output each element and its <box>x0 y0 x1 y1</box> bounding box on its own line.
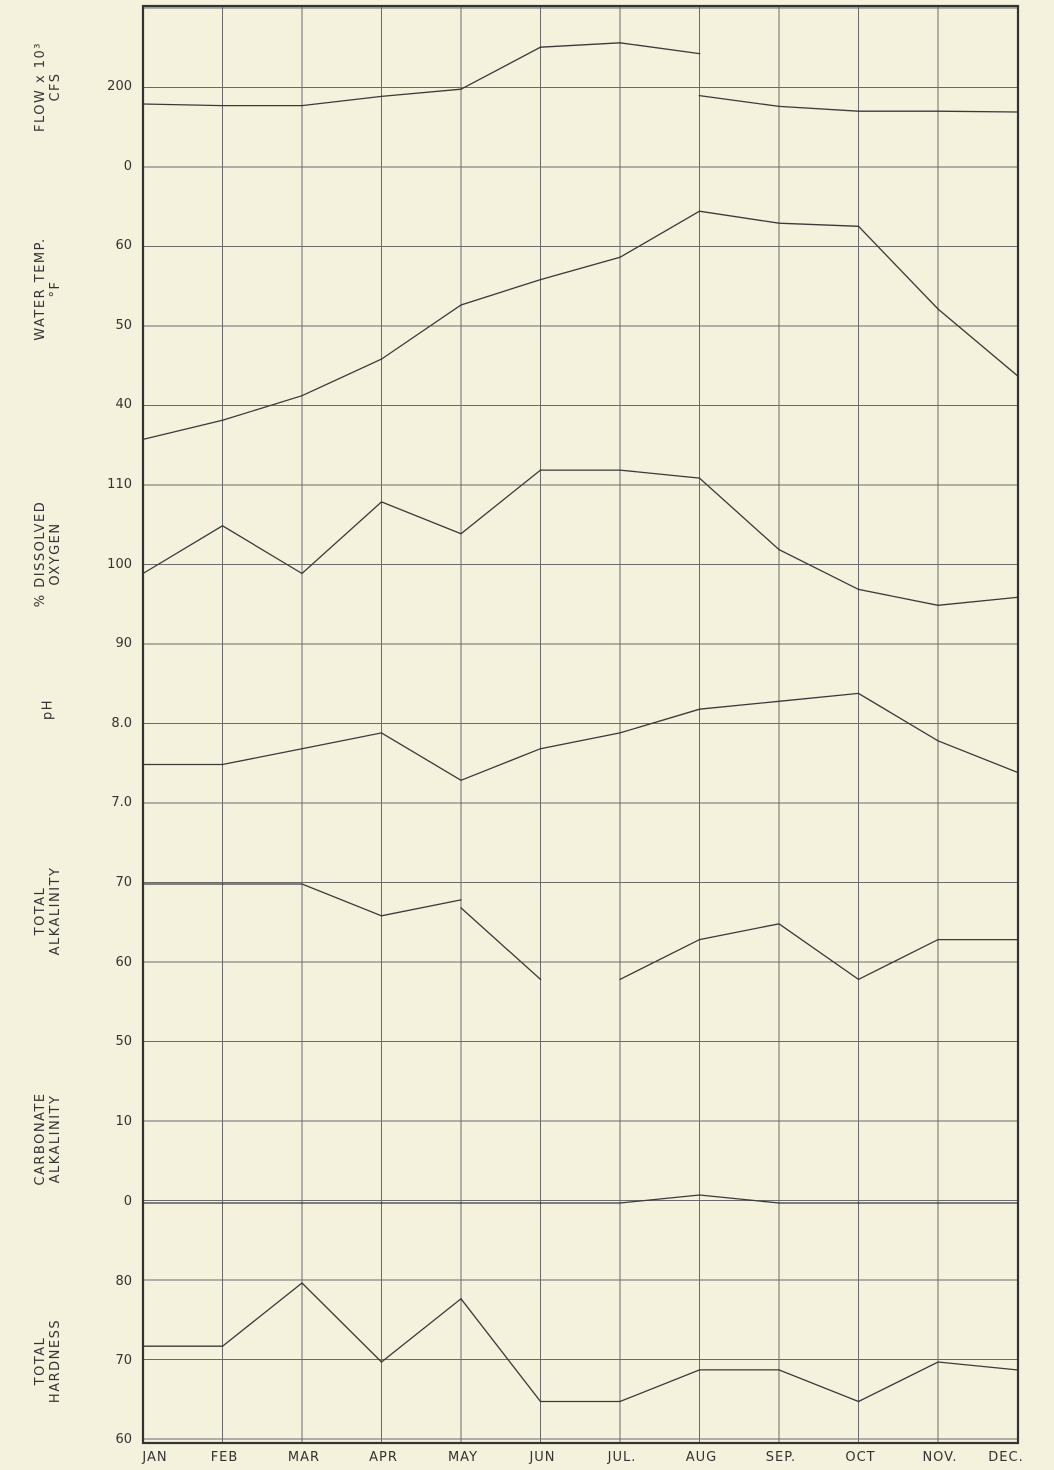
series-line-flow <box>699 94 1018 113</box>
series-line-calk <box>143 1194 1018 1204</box>
x-tick-label: SEP. <box>765 1450 797 1465</box>
x-tick-label: AUG <box>685 1450 718 1465</box>
tick-label-temp: 50 <box>115 317 132 333</box>
tick-label-temp: 60 <box>115 238 132 253</box>
axis-label-line: HARDNESS <box>48 1318 63 1404</box>
axis-label-line: TOTAL <box>33 886 48 936</box>
series-line-ph <box>143 692 1018 782</box>
plot-frame <box>141 4 1020 1445</box>
axis-label-temp: WATER TEMP. °F <box>33 204 63 374</box>
axis-label-line: WATER TEMP. <box>33 237 48 341</box>
axis-label-line: ALKALINITY <box>48 1094 63 1184</box>
tick-label-talk: 50 <box>115 1034 132 1049</box>
plot-border <box>141 4 1020 1445</box>
series-line-temp <box>142 210 1018 441</box>
axis-label-line: TOTAL <box>33 1336 48 1386</box>
tick-label-calk: 0 <box>123 1194 132 1209</box>
axis-label-line: OXYGEN <box>48 522 63 586</box>
x-tick-label: MAR <box>287 1450 321 1465</box>
axis-label-calk: CARBONATE ALKALINITY <box>33 1064 63 1214</box>
series-line-hard <box>143 1282 1018 1403</box>
x-tick-label: FEB <box>210 1450 239 1465</box>
x-tick-label: OCT <box>845 1450 876 1465</box>
tick-label-do: 100 <box>107 556 132 572</box>
x-tick-label: MAY <box>447 1450 479 1465</box>
axis-label-do: % DISSOLVED OXYGEN <box>33 469 63 639</box>
axis-label-hard: TOTAL HARDNESS <box>33 1296 63 1426</box>
tick-label-do: 90 <box>115 636 132 651</box>
axis-label-line: ALKALINITY <box>48 866 63 956</box>
x-tick-label: JAN <box>142 1450 168 1465</box>
axis-label-line: pH <box>40 698 56 721</box>
series-line-do <box>142 469 1018 606</box>
axis-label-line: °F <box>48 280 63 298</box>
series-layer <box>142 42 1019 1403</box>
tick-label-talk: 70 <box>115 875 132 890</box>
axis-label-line: FLOW x 10³ <box>33 41 48 133</box>
tick-label-hard: 60 <box>115 1432 132 1447</box>
axis-label-ph: pH <box>41 680 56 740</box>
tick-label-calk: 10 <box>115 1114 132 1129</box>
series-line-talk <box>460 907 541 980</box>
tick-label-hard: 70 <box>115 1353 132 1368</box>
series-line-flow <box>460 42 700 90</box>
axis-label-line: CFS <box>48 72 63 102</box>
axis-label-flow: FLOW x 10³ CFS <box>33 22 63 152</box>
axis-label-talk: TOTAL ALKALINITY <box>33 836 63 986</box>
tick-label-flow: 200 <box>107 79 132 94</box>
series-line-talk <box>143 883 462 917</box>
tick-label-ph: 7.0 <box>111 795 132 810</box>
x-tick-label: APR <box>369 1450 398 1465</box>
tick-label-flow: 0 <box>123 159 132 174</box>
x-tick-label: DEC. <box>988 1450 1024 1465</box>
tick-label-temp: 40 <box>115 397 132 412</box>
tick-label-talk: 60 <box>115 954 132 970</box>
tick-label-ph: 8.0 <box>111 716 132 731</box>
tick-label-hard: 80 <box>115 1274 132 1289</box>
x-tick-label: JUL. <box>607 1450 637 1465</box>
axis-label-line: % DISSOLVED <box>33 500 48 608</box>
x-tick-label: NOV. <box>922 1450 958 1465</box>
x-tick-label: JUN <box>529 1450 556 1465</box>
tick-label-do: 110 <box>107 477 132 492</box>
series-line-flow <box>142 88 462 107</box>
grid <box>143 6 1018 1443</box>
series-line-talk <box>619 923 1018 981</box>
axis-label-line: CARBONATE <box>33 1092 48 1186</box>
